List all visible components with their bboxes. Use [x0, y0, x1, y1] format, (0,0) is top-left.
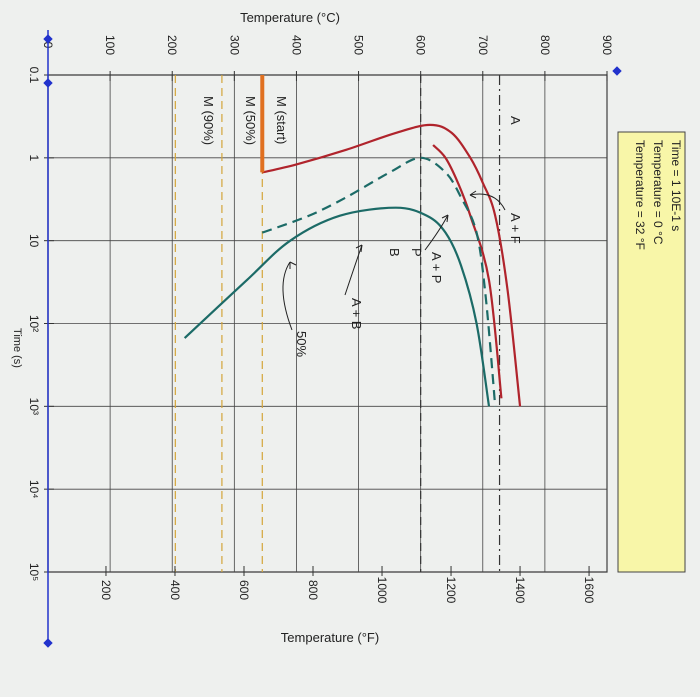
fahrenheit-tick-label: 1000 — [375, 577, 389, 604]
arrow-A-plus-B — [344, 244, 363, 296]
info-temp-f: Temperature = 32 °F — [633, 140, 647, 250]
celsius-tick-label: 800 — [538, 35, 552, 55]
info-box-frame — [617, 131, 686, 573]
time-tick-label: 10³ — [27, 398, 41, 415]
time-axis-label: Time (s) — [11, 328, 23, 368]
label-M-start: M (start) — [274, 96, 289, 144]
arrow-A-plus-B-head — [355, 244, 363, 253]
time-axis-ticks: 0.1 1 10 10² 10³ 10⁴ 10⁵ — [27, 67, 54, 581]
fahrenheit-axis-label: Temperature (°F) — [281, 630, 379, 645]
axis-markers — [43, 30, 622, 648]
transformation-curve-2 — [261, 156, 497, 407]
time-tick-label: 10⁴ — [27, 480, 41, 499]
label-M-50: M (50%) — [243, 96, 258, 145]
celsius-tick-label: 500 — [352, 35, 366, 55]
transformation-curve-3 — [183, 206, 491, 407]
marker-origin — [43, 78, 53, 88]
label-M-90: M (90%) — [201, 96, 216, 145]
label-A-plus-F: A + F — [508, 213, 523, 244]
arrow-50-percent — [282, 261, 293, 331]
fahrenheit-tick-label: 800 — [306, 580, 320, 600]
annotations: A A + F A + P P B A + B 50% M (start) M … — [201, 96, 523, 357]
time-tick-label: 0.1 — [27, 67, 41, 84]
info-temp-c: Temperature = 0 °C — [651, 140, 665, 245]
label-P: P — [409, 248, 424, 257]
marker-top-left — [43, 34, 53, 44]
time-tick-label: 10² — [27, 315, 41, 332]
label-A-plus-B: A + B — [349, 298, 364, 329]
time-tick-label: 10 — [27, 234, 41, 248]
marker-top-right — [612, 66, 622, 76]
info-time: Time = 1 10E-1 s — [669, 140, 683, 231]
arrow-A-plus-F-head — [469, 190, 477, 199]
time-tick-label: 10⁵ — [27, 563, 41, 581]
marker-bottom-left — [43, 638, 53, 648]
celsius-axis-ticks: 0100200300400500600700800900 — [41, 35, 614, 81]
transformation-curve-1 — [432, 144, 503, 399]
celsius-tick-label: 700 — [476, 35, 490, 55]
celsius-tick-label: 600 — [414, 35, 428, 55]
label-A: A — [508, 116, 523, 125]
fahrenheit-tick-label: 600 — [237, 580, 251, 600]
label-B: B — [387, 248, 402, 257]
fahrenheit-tick-label: 1600 — [582, 577, 596, 604]
transformation-curve-0 — [262, 123, 522, 407]
celsius-tick-label: 100 — [103, 35, 117, 55]
info-box: Time = 1 10E-1 s Temperature = 0 °C Temp… — [617, 131, 686, 573]
celsius-tick-label: 200 — [165, 35, 179, 55]
fahrenheit-axis-ticks: 200 400 600 800 1000 1200 1400 1600 — [99, 566, 596, 604]
fahrenheit-tick-label: 1400 — [513, 577, 527, 604]
label-A-plus-P: A + P — [429, 252, 444, 283]
arrow-50-percent-head — [289, 261, 297, 269]
arrow-A-plus-P — [424, 214, 449, 251]
arrow-A-plus-F — [469, 193, 506, 211]
fahrenheit-tick-label: 200 — [99, 580, 113, 600]
leader-arrows — [282, 190, 506, 331]
fahrenheit-tick-label: 1200 — [444, 577, 458, 604]
curves — [183, 75, 522, 407]
fahrenheit-tick-label: 400 — [168, 580, 182, 600]
celsius-tick-label: 300 — [227, 35, 241, 55]
celsius-axis-label: Temperature (°C) — [240, 10, 340, 25]
time-tick-label: 1 — [27, 154, 41, 161]
celsius-tick-label: 400 — [289, 35, 303, 55]
label-50-percent: 50% — [294, 331, 309, 357]
celsius-tick-label: 900 — [600, 35, 614, 55]
arrow-A-plus-P-head — [441, 214, 449, 223]
